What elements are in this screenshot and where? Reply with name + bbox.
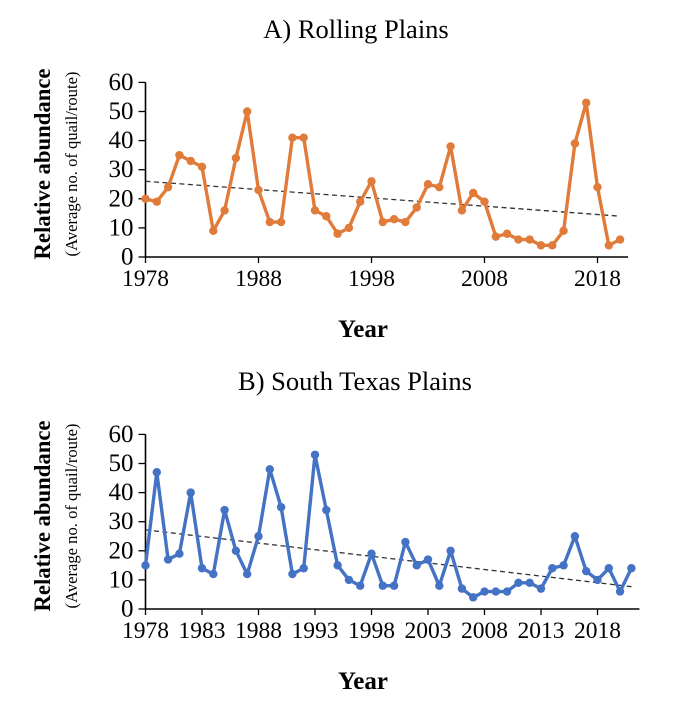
svg-text:1988: 1988	[235, 266, 282, 292]
svg-text:B) South Texas Plains: B) South Texas Plains	[238, 366, 472, 396]
svg-text:(Average no. of quail/route): (Average no. of quail/route)	[62, 424, 81, 609]
svg-text:Relative abundance: Relative abundance	[30, 421, 55, 612]
svg-text:2008: 2008	[461, 266, 508, 292]
svg-text:40: 40	[109, 479, 134, 506]
svg-text:Year: Year	[338, 668, 388, 695]
svg-text:2018: 2018	[574, 266, 621, 292]
svg-text:2018: 2018	[574, 618, 621, 644]
svg-text:40: 40	[109, 127, 134, 154]
svg-text:50: 50	[109, 450, 134, 477]
svg-text:1998: 1998	[348, 266, 395, 292]
svg-text:Year: Year	[338, 316, 388, 343]
svg-text:1978: 1978	[122, 618, 169, 644]
svg-text:(Average no. of quail/route): (Average no. of quail/route)	[62, 72, 81, 257]
svg-text:30: 30	[109, 156, 134, 183]
svg-text:2008: 2008	[461, 618, 508, 644]
svg-text:A) Rolling Plains: A) Rolling Plains	[263, 14, 449, 44]
svg-text:30: 30	[109, 508, 134, 535]
svg-text:2013: 2013	[518, 618, 565, 644]
svg-text:1978: 1978	[122, 266, 169, 292]
svg-text:1983: 1983	[179, 618, 226, 644]
svg-text:1998: 1998	[348, 618, 395, 644]
svg-text:1993: 1993	[292, 618, 339, 644]
svg-text:50: 50	[109, 98, 134, 125]
svg-text:20: 20	[109, 537, 134, 564]
svg-text:60: 60	[109, 421, 134, 448]
svg-text:60: 60	[109, 69, 134, 96]
svg-text:Relative abundance: Relative abundance	[30, 69, 55, 260]
svg-text:2003: 2003	[405, 618, 452, 644]
svg-text:20: 20	[109, 185, 134, 212]
svg-text:1988: 1988	[235, 618, 282, 644]
svg-text:10: 10	[109, 566, 134, 593]
svg-text:10: 10	[109, 214, 134, 241]
